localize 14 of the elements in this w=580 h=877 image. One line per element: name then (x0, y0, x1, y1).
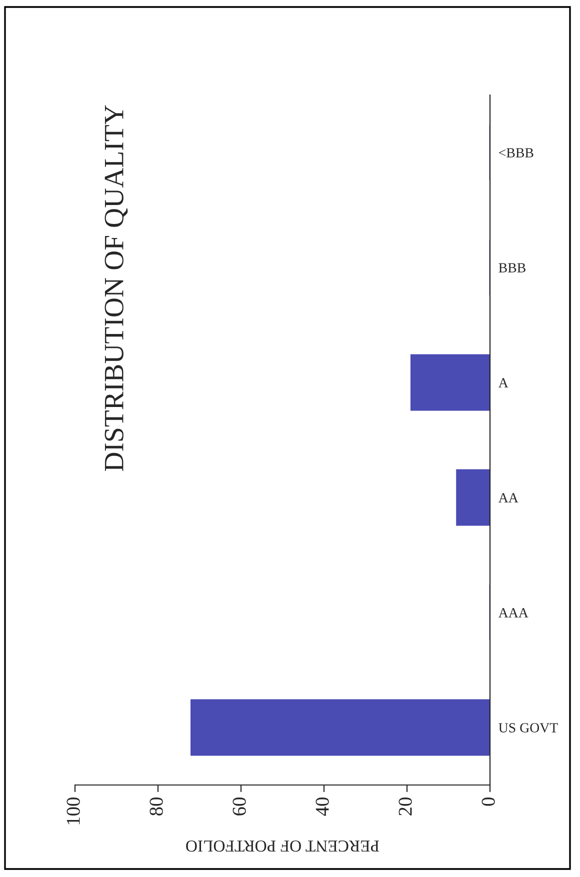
x-tick-label: 0 (482, 798, 495, 806)
y-tick-label: <BBB (499, 148, 534, 158)
x-tick-label: 40 (316, 798, 329, 816)
y-tick-label: A (498, 378, 508, 388)
x-axis-title: PERCENT OF PORTFOLIO (186, 840, 380, 852)
y-tick-label: US GOVT (498, 723, 558, 733)
y-tick-label: AA (498, 493, 518, 502)
y-tick-label: AAA (498, 608, 528, 618)
x-tick-label: 80 (150, 798, 163, 816)
y-tick-label: BBB (498, 263, 526, 272)
text: DISTRIBUTION OF QUALITY (104, 105, 128, 472)
x-tick-label: 60 (232, 798, 246, 816)
x-tick-label: 20 (398, 798, 412, 816)
x-tick-label: 100 (66, 798, 80, 824)
